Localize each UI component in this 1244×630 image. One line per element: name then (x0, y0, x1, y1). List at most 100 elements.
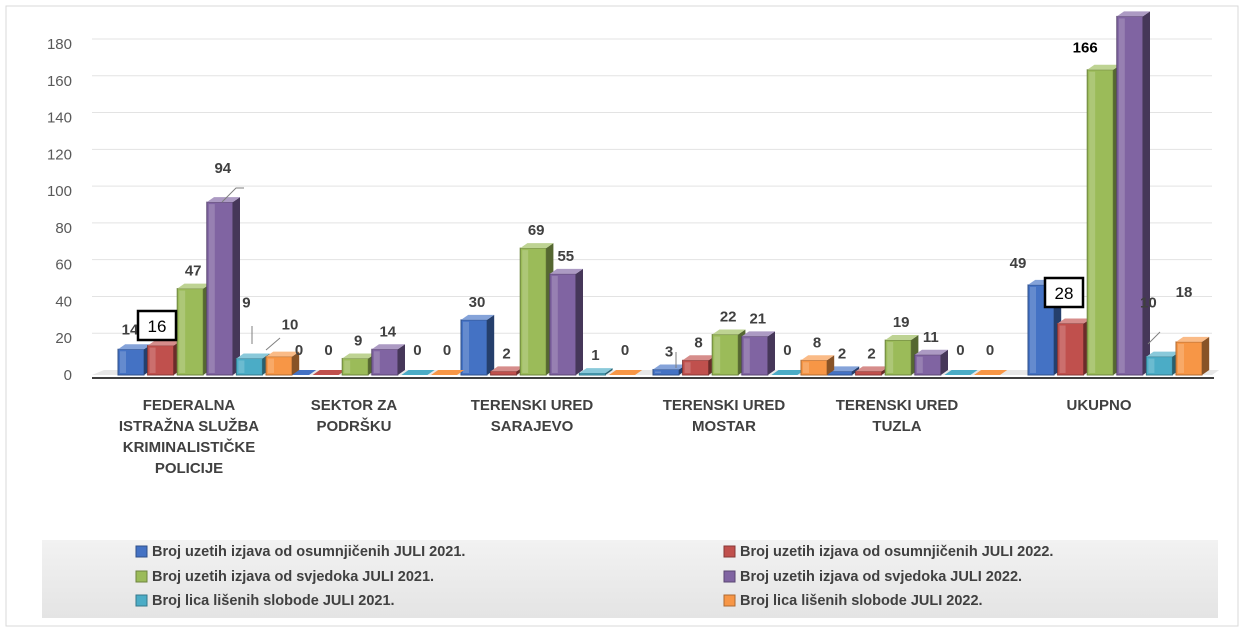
bar-highlight (551, 275, 558, 373)
bar-highlight (684, 362, 691, 373)
bar-highlight (1030, 286, 1036, 373)
data-label: 11 (923, 329, 939, 346)
legend-background (42, 540, 1218, 618)
bar (974, 370, 1008, 375)
bar-side (852, 366, 860, 375)
bar-side (292, 351, 300, 375)
bar (855, 370, 883, 376)
bar-top (682, 355, 716, 361)
data-label: 0 (621, 342, 629, 359)
bar-top (885, 335, 919, 341)
data-label: 47 (185, 263, 202, 280)
bar-highlight (1059, 325, 1066, 373)
category-label: FEDERALNA ISTRAŽNA SLUŽBA KRIMINALISTIČKE P… (119, 397, 259, 477)
bar-highlight (179, 290, 186, 373)
bar (147, 345, 175, 376)
data-label: 9 (354, 332, 362, 349)
category-label-line: SEKTOR ZA (311, 397, 398, 414)
bar (578, 372, 606, 376)
bar-top (342, 353, 376, 359)
bar-highlight (714, 336, 721, 373)
bar-top (826, 366, 860, 372)
bar-top (801, 355, 835, 361)
data-label: 166 (1073, 40, 1098, 57)
leader-line (1147, 331, 1161, 345)
bar-highlight (344, 360, 351, 373)
bar-highlight (887, 342, 894, 373)
category-label: TERENSKI URED MOSTAR (663, 397, 786, 435)
data-label: 8 (694, 334, 702, 351)
legend-label: Broj uzetih izjava od svjedoka JULI 2021… (152, 569, 434, 585)
bar-top (712, 329, 746, 335)
y-tick-label: 120 (47, 146, 72, 163)
bar (401, 370, 435, 375)
data-label: 69 (528, 222, 545, 239)
bar-side (940, 349, 948, 375)
bar-top (914, 349, 948, 355)
category-label: TERENSKI URED TUZLA (836, 397, 959, 435)
y-tick-label: 100 (47, 183, 72, 200)
bar-top (490, 366, 524, 372)
data-label: 55 (557, 248, 574, 265)
category-label-line: FEDERALNA (143, 397, 236, 414)
bar-highlight (1089, 71, 1096, 373)
category-label-line: KRIMINALISTIČKE (123, 438, 256, 456)
data-label: 0 (413, 342, 421, 359)
data-label: 0 (443, 342, 451, 359)
y-tick-label: 140 (47, 110, 72, 127)
data-label: 10 (1140, 295, 1157, 312)
y-tick-label: 160 (47, 73, 72, 90)
bar-top (1146, 351, 1180, 357)
bar-top (1057, 318, 1091, 324)
bar-side (232, 197, 240, 375)
bar-top (1087, 64, 1121, 70)
category-label-line: POLICIJE (155, 460, 223, 477)
legend-swatch (723, 570, 736, 583)
category-label-line: TERENSKI URED (471, 397, 594, 414)
y-tick-label: 180 (47, 36, 72, 53)
bar (549, 273, 577, 376)
bar-highlight (120, 351, 126, 373)
data-label: 49 (1010, 255, 1027, 272)
bar-top (461, 314, 495, 320)
bar-side (487, 314, 495, 375)
data-label: 2 (838, 345, 846, 362)
legend-label: Broj lica lišenih slobode JULI 2021. (152, 593, 395, 609)
bar-top (206, 197, 240, 203)
bar-top (520, 243, 554, 249)
data-label: 2 (867, 345, 875, 362)
bar (490, 370, 518, 376)
data-label: 8 (813, 334, 821, 351)
bar-side (1202, 336, 1210, 375)
bar (371, 348, 399, 376)
y-tick-label: 60 (55, 257, 72, 274)
bar-top (147, 340, 181, 346)
leader-line (265, 337, 281, 351)
bar-top (741, 331, 775, 337)
bar-top (371, 344, 405, 350)
legend-swatch (135, 570, 148, 583)
category-label-line: PODRŠKU (316, 417, 391, 435)
bar (1116, 15, 1144, 376)
category-label: TERENSKI URED SARAJEVO (471, 397, 594, 435)
bar-highlight (522, 250, 529, 373)
bar-highlight (916, 356, 923, 373)
bar (771, 370, 805, 375)
bar-highlight (1178, 343, 1184, 373)
data-label: 16 (148, 317, 167, 336)
data-label-box (1043, 276, 1085, 309)
bar-highlight (1148, 358, 1155, 373)
bar-top (1176, 336, 1210, 342)
bar (944, 370, 978, 375)
category-label-line: TERENSKI URED (663, 397, 786, 414)
category-label-line: UKUPNO (1066, 397, 1131, 414)
data-label-box (136, 309, 178, 342)
bar (431, 370, 465, 375)
category-label-line: MOSTAR (692, 418, 756, 435)
category-label-line: ISTRAŽNA SLUŽBA (119, 417, 259, 435)
data-label: 0 (986, 342, 994, 359)
data-label: 21 (749, 310, 766, 327)
bar-top (653, 364, 687, 370)
data-label: 19 (893, 314, 910, 331)
category-label: UKUPNO (1066, 397, 1131, 414)
